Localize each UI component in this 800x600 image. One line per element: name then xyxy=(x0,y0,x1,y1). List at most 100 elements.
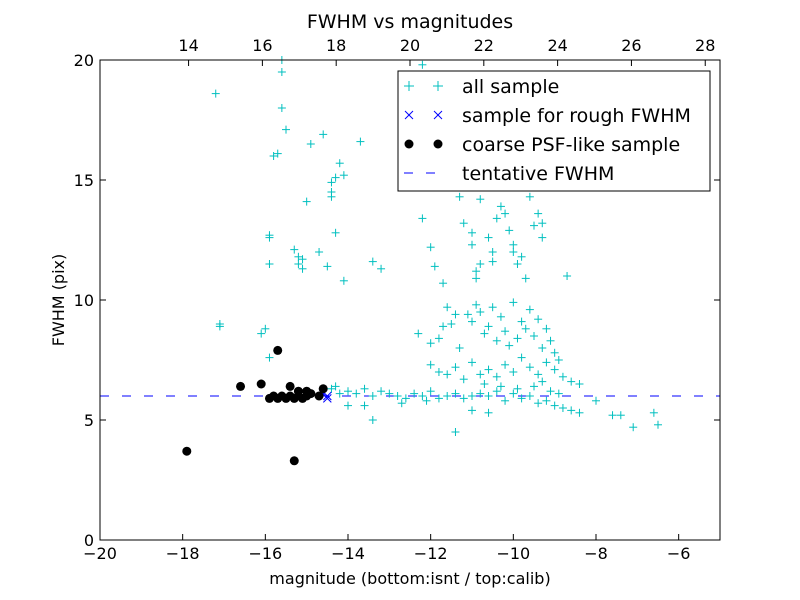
all-sample-point xyxy=(459,394,468,403)
all-sample-point xyxy=(488,248,497,256)
axis-ticks: −20 −18 −16 −14 −12 −10 −8 −6 14 16 18 20 22 24 26 28 0 5… xyxy=(74,36,720,563)
psf-like-point xyxy=(289,456,299,466)
data-marks xyxy=(100,56,720,466)
psf-like-point xyxy=(182,446,192,456)
all-sample-point xyxy=(629,423,638,432)
all-sample-point xyxy=(472,267,481,276)
x-tick-label: −18 xyxy=(166,544,200,563)
all-sample-point xyxy=(339,171,348,180)
all-sample-point xyxy=(360,401,369,410)
all-sample-point xyxy=(501,396,510,405)
all-sample-point xyxy=(530,221,538,230)
all-sample-point xyxy=(542,358,551,367)
all-sample-point xyxy=(451,363,460,372)
all-sample-point xyxy=(468,228,476,237)
all-sample-point xyxy=(517,394,526,403)
y-tick-label: 5 xyxy=(84,411,94,430)
all-sample-point xyxy=(434,368,443,376)
all-sample-point xyxy=(265,353,274,362)
all-sample-point xyxy=(439,279,448,288)
top-tick-label: 14 xyxy=(178,36,198,55)
all-sample-point xyxy=(509,389,518,398)
top-tick-label: 24 xyxy=(547,36,567,55)
all-sample-point xyxy=(534,315,543,324)
all-sample-point xyxy=(501,327,510,336)
all-sample-point xyxy=(269,152,278,160)
all-sample-point xyxy=(513,384,522,393)
psf-like-point xyxy=(306,389,316,399)
all-sample-point xyxy=(459,375,468,384)
all-sample-point xyxy=(501,360,510,369)
all-sample-point xyxy=(215,322,224,331)
top-tick-label: 22 xyxy=(474,36,494,55)
all-sample-point xyxy=(426,339,435,348)
all-sample-point xyxy=(468,406,476,415)
top-tick-label: 18 xyxy=(326,36,346,55)
all-sample-point xyxy=(538,233,547,242)
y-axis-label: FWHM (pix) xyxy=(49,254,68,347)
all-sample-point xyxy=(517,353,526,362)
all-sample-point xyxy=(563,272,572,280)
all-sample-point xyxy=(327,178,336,187)
top-tick-label: 28 xyxy=(695,36,715,55)
all-sample-point xyxy=(509,240,518,249)
all-sample-point xyxy=(447,320,456,328)
all-sample-point xyxy=(492,214,501,223)
legend-marker-all-sample xyxy=(404,81,443,91)
all-sample-point xyxy=(554,356,563,364)
all-sample-point xyxy=(352,389,361,398)
legend: all sample sample for rough FWHM coarse … xyxy=(397,70,711,192)
all-sample-point xyxy=(496,202,505,211)
all-sample-point xyxy=(472,300,481,309)
all-sample-point xyxy=(550,348,559,357)
y-tick-label: 20 xyxy=(74,51,94,70)
psf-like-point xyxy=(236,381,246,391)
all-sample-point xyxy=(480,329,489,338)
all-sample-point xyxy=(530,332,538,340)
all-sample-point xyxy=(298,264,307,273)
all-sample-point xyxy=(505,226,514,235)
all-sample-point xyxy=(558,372,567,381)
all-sample-point xyxy=(335,389,344,398)
all-sample-point xyxy=(492,336,501,345)
all-sample-point xyxy=(546,336,555,345)
all-sample-point xyxy=(302,197,311,206)
plot-frame xyxy=(99,59,721,541)
x-tick-label: −10 xyxy=(496,544,530,563)
all-sample-point xyxy=(443,303,452,312)
all-sample-point xyxy=(509,368,518,376)
all-sample-point xyxy=(273,149,282,158)
legend-marker-rough-fwhm xyxy=(404,110,443,120)
all-sample-point xyxy=(558,404,567,412)
all-sample-point xyxy=(331,382,340,391)
all-sample-point xyxy=(468,358,476,367)
all-sample-point xyxy=(459,219,468,228)
all-sample-point xyxy=(368,257,377,266)
all-sample-point xyxy=(476,260,485,268)
all-sample-point xyxy=(517,252,526,261)
psf-like-point xyxy=(314,391,324,401)
all-sample-point xyxy=(525,392,534,400)
all-sample-point xyxy=(344,401,352,410)
y-tick-label: 15 xyxy=(74,171,94,190)
all-sample-point xyxy=(592,396,600,405)
all-sample-point xyxy=(368,392,377,400)
all-sample-point xyxy=(492,387,501,396)
all-sample-point xyxy=(344,387,352,396)
all-sample-point xyxy=(277,68,286,76)
x-tick-label: −6 xyxy=(667,544,691,563)
all-sample-point xyxy=(377,264,386,273)
all-sample-point xyxy=(451,310,460,319)
all-sample-point xyxy=(434,334,443,343)
all-sample-point xyxy=(451,428,460,436)
all-sample-point xyxy=(534,399,543,408)
all-sample-point xyxy=(525,305,534,314)
psf-like-point xyxy=(285,381,295,391)
all-sample-point xyxy=(393,392,402,400)
all-sample-point xyxy=(546,387,555,396)
all-sample-point xyxy=(476,195,485,204)
all-sample-point xyxy=(538,377,547,386)
all-sample-point xyxy=(484,408,493,417)
all-sample-point xyxy=(294,260,303,268)
